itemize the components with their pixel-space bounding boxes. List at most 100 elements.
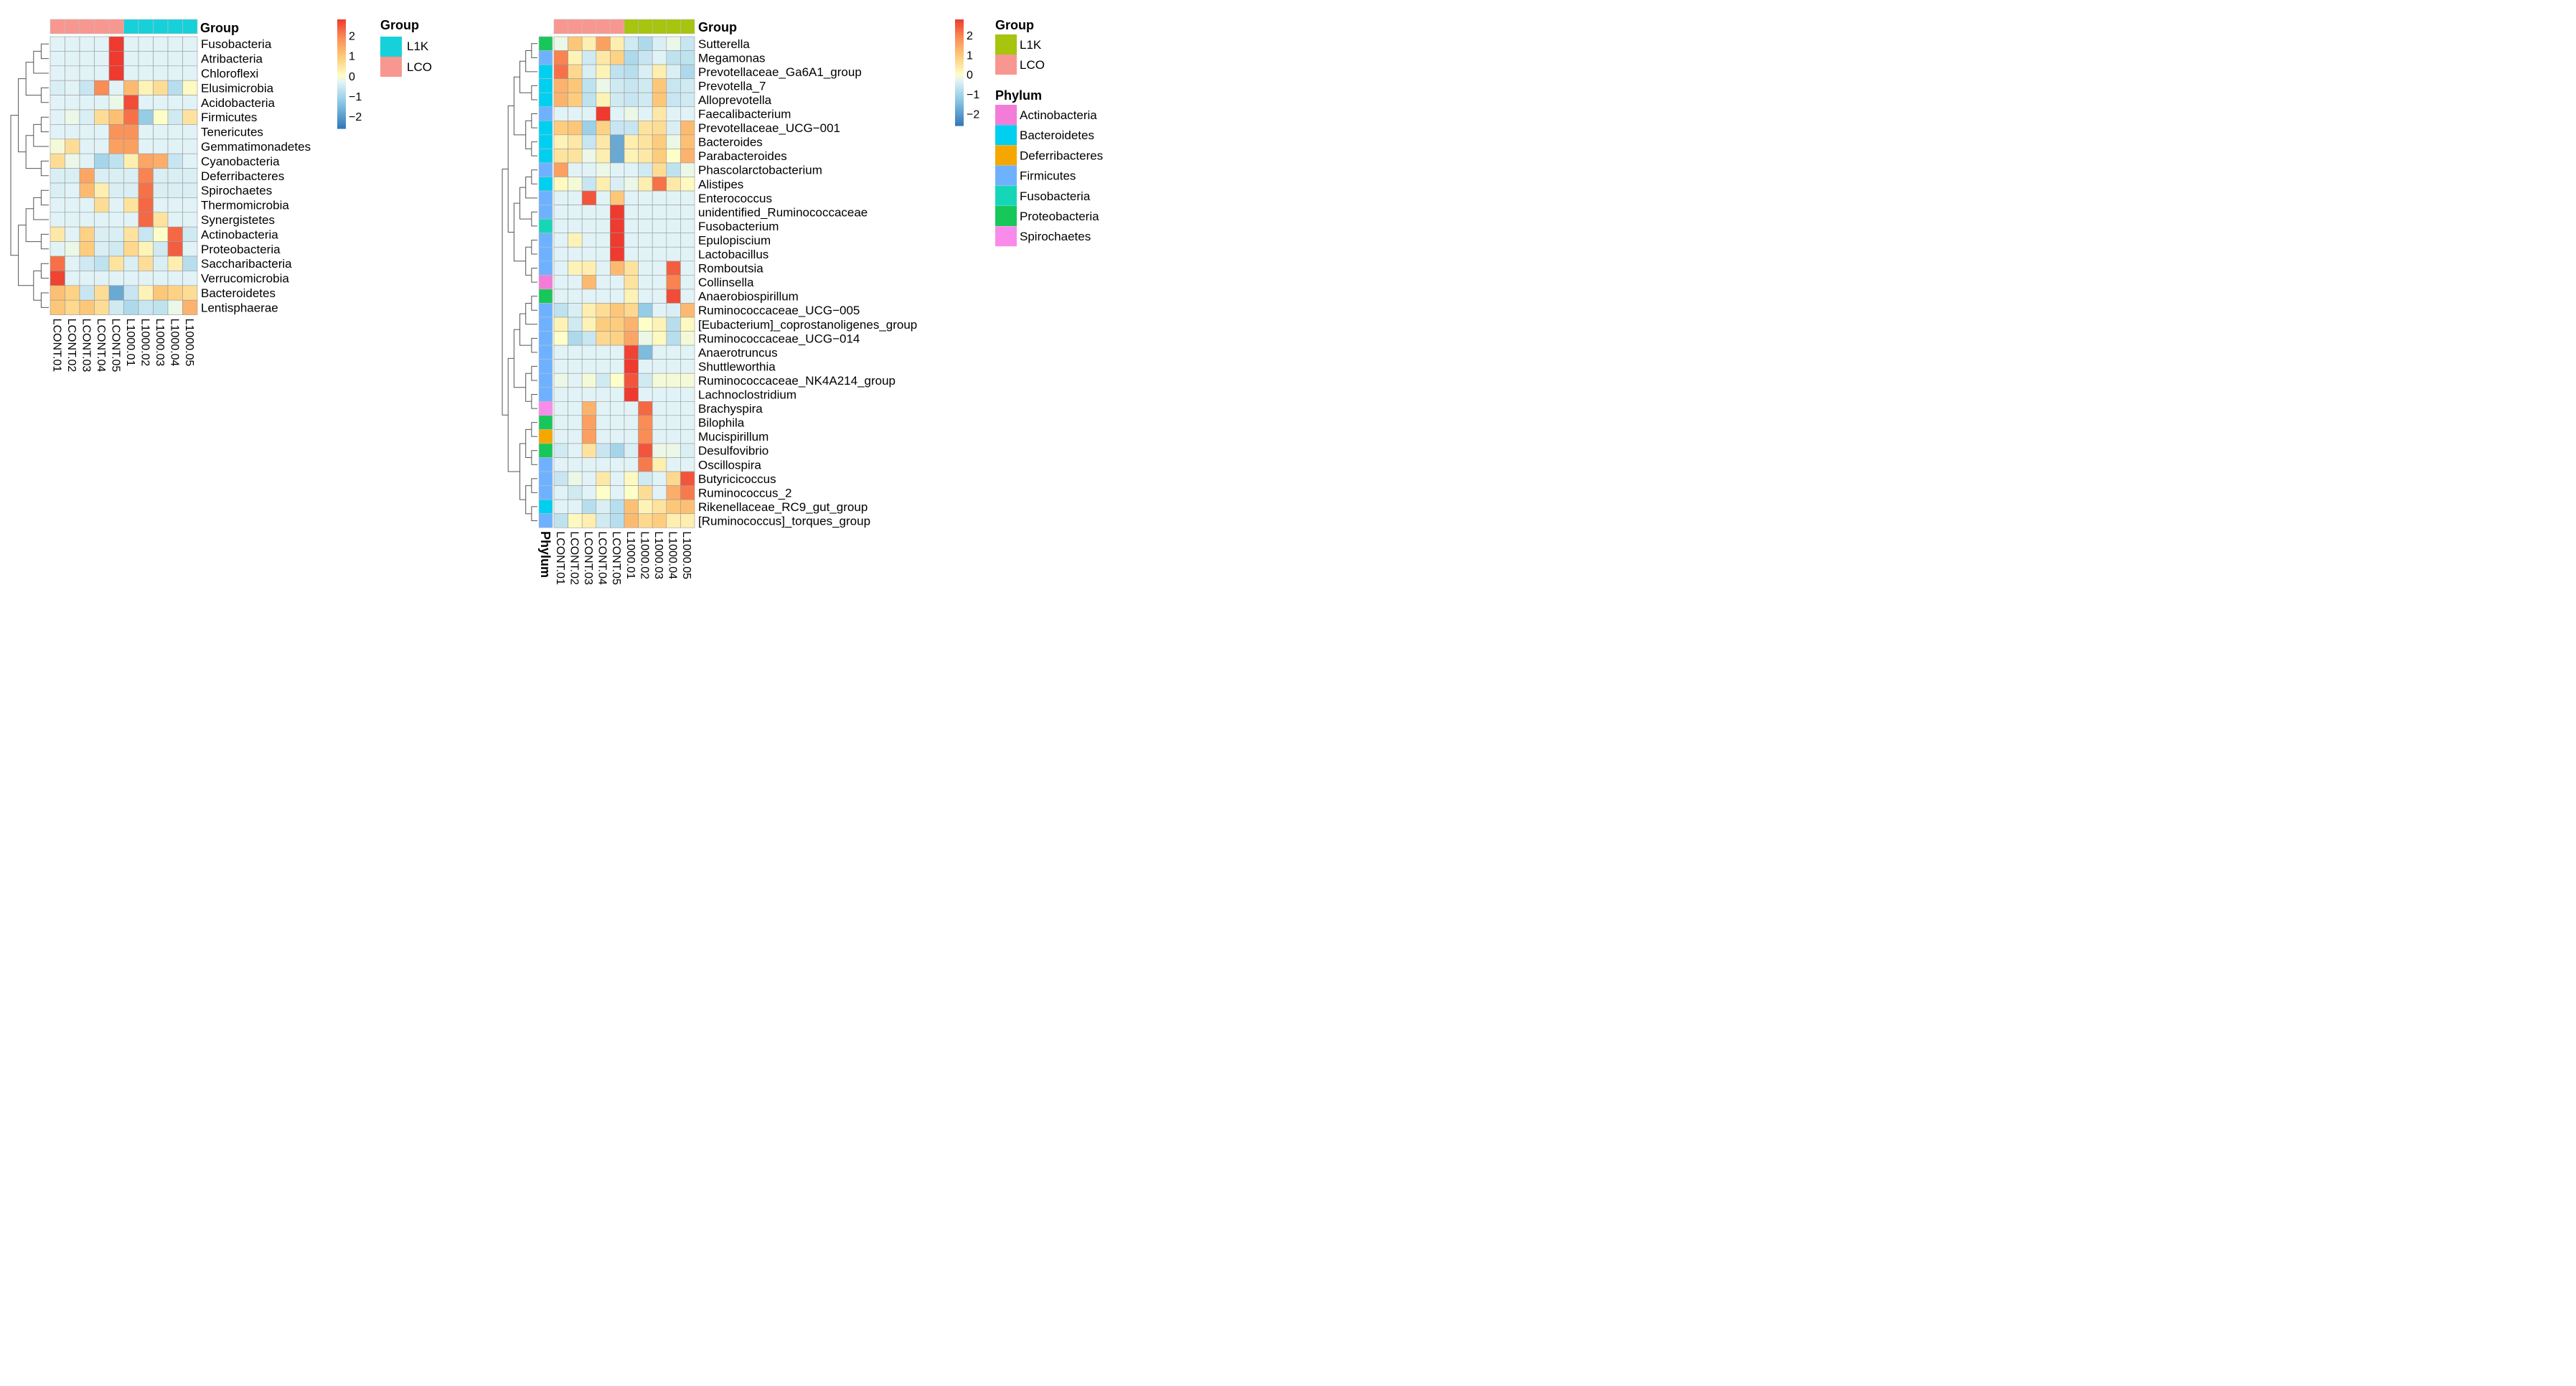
heatmap-cell (138, 182, 154, 198)
heatmap-cell (553, 471, 568, 486)
row-label: Alistipes (698, 177, 743, 191)
row-label: Epulopiscium (698, 233, 771, 247)
color-scale-tick: −1 (967, 89, 979, 101)
heatmap-cell (624, 233, 639, 248)
dendrogram-branch (33, 50, 49, 74)
row-label: Rikenellaceae_RC9_gut_group (698, 500, 868, 514)
phylum-annotation-cell (538, 162, 553, 177)
row-label: Synergistetes (201, 213, 275, 227)
heatmap-cell (624, 177, 639, 192)
heatmap-cell (638, 415, 653, 430)
color-scale-segment (955, 51, 964, 54)
heatmap-cell (138, 36, 154, 52)
heatmap-cell (153, 182, 169, 198)
group-annotation-cell (652, 19, 667, 34)
heatmap-cell (568, 261, 583, 276)
heatmap-cell (167, 51, 183, 67)
row-label: Verrucomicrobia (201, 272, 289, 286)
heatmap-cell (638, 485, 653, 500)
heatmap-cell (624, 78, 639, 93)
group-annotation-cell (680, 19, 695, 34)
color-scale-segment (955, 88, 964, 91)
left-legend-label-l1k: L1K (407, 39, 429, 53)
heatmap-cell (50, 124, 65, 140)
heatmap-cell (624, 190, 639, 205)
heatmap-cell (79, 65, 95, 81)
dendrogram-branch (40, 292, 49, 308)
column-label: LCONT.01 (554, 531, 566, 585)
heatmap-cell (652, 50, 667, 65)
heatmap-cell (568, 387, 583, 402)
heatmap-cell (153, 299, 169, 315)
heatmap-cell (666, 471, 681, 486)
phylum-legend-label: Spirochaetes (1020, 230, 1091, 243)
left-legend-swatch-lco (380, 57, 402, 77)
color-scale-segment (337, 106, 346, 109)
dendrogram-branch (531, 422, 537, 437)
row-label: Prevotellaceae_Ga6A1_group (698, 65, 862, 79)
phylum-legend-label: Bacteroidetes (1020, 128, 1094, 142)
heatmap-cell (138, 197, 154, 213)
heatmap-cell (610, 205, 625, 220)
color-scale-segment (955, 35, 964, 38)
phylum-legend-swatch (995, 125, 1017, 146)
phylum-annotation-cell (538, 499, 553, 515)
heatmap-cell (167, 95, 183, 111)
heatmap-cell (182, 241, 198, 257)
left-group-legend-title: Group (380, 18, 419, 32)
heatmap-cell (638, 387, 653, 402)
dendrogram-branch (502, 169, 509, 416)
row-label: Ruminococcaceae_UCG−005 (698, 304, 860, 317)
color-scale-segment (955, 74, 964, 77)
heatmap-cell (652, 177, 667, 192)
group-annotation-cell (610, 19, 625, 34)
heatmap-cell (553, 149, 568, 164)
color-scale-segment (955, 106, 964, 108)
heatmap-cell (182, 51, 198, 67)
color-scale-segment (955, 111, 964, 114)
right-row-labels: SutterellaMegamonasPrevotellaceae_Ga6A1_… (698, 37, 917, 528)
heatmap-cell (624, 64, 639, 79)
heatmap-cell (182, 80, 198, 95)
heatmap-cell (680, 106, 695, 121)
heatmap-cell (610, 78, 625, 93)
heatmap-cell (638, 233, 653, 248)
color-scale-segment (337, 32, 346, 34)
color-scale-segment (955, 26, 964, 29)
heatmap-cell (666, 345, 681, 360)
heatmap-cell (624, 443, 639, 458)
heatmap-cell (581, 64, 597, 79)
heatmap-cell (108, 109, 124, 125)
heatmap-cell (153, 139, 169, 154)
heatmap-cell (65, 36, 80, 52)
color-scale-segment (955, 69, 964, 72)
heatmap-cell (65, 139, 80, 154)
heatmap-cell (553, 429, 568, 444)
color-scale-segment (337, 62, 346, 65)
dendrogram-branch (33, 123, 49, 147)
heatmap-cell (568, 289, 583, 304)
heatmap-cell (153, 51, 169, 67)
right-group-legend-title: Group (995, 18, 1034, 32)
heatmap-cell (138, 168, 154, 184)
heatmap-cell (167, 212, 183, 228)
heatmap-cell (610, 499, 625, 515)
color-scale-segment (337, 27, 346, 29)
heatmap-cell (581, 275, 597, 290)
heatmap-cell (50, 51, 65, 67)
heatmap-cell (624, 359, 639, 374)
heatmap-cell (553, 50, 568, 65)
dendrogram-branch (25, 62, 42, 96)
phylum-annotation-cell (538, 373, 553, 388)
heatmap-cell (652, 345, 667, 360)
color-scale-segment (955, 62, 964, 65)
heatmap-cell (182, 95, 198, 111)
phylum-legend: Actinobacteria Bacteroidetes Deferribacter… (995, 105, 1103, 247)
heatmap-cell (666, 50, 681, 65)
heatmap-cell (624, 303, 639, 318)
column-label: LCONT.05 (610, 531, 622, 585)
heatmap-cell (680, 485, 695, 500)
color-scale-segment (955, 95, 964, 98)
heatmap-cell (638, 36, 653, 51)
heatmap-cell (153, 212, 169, 228)
